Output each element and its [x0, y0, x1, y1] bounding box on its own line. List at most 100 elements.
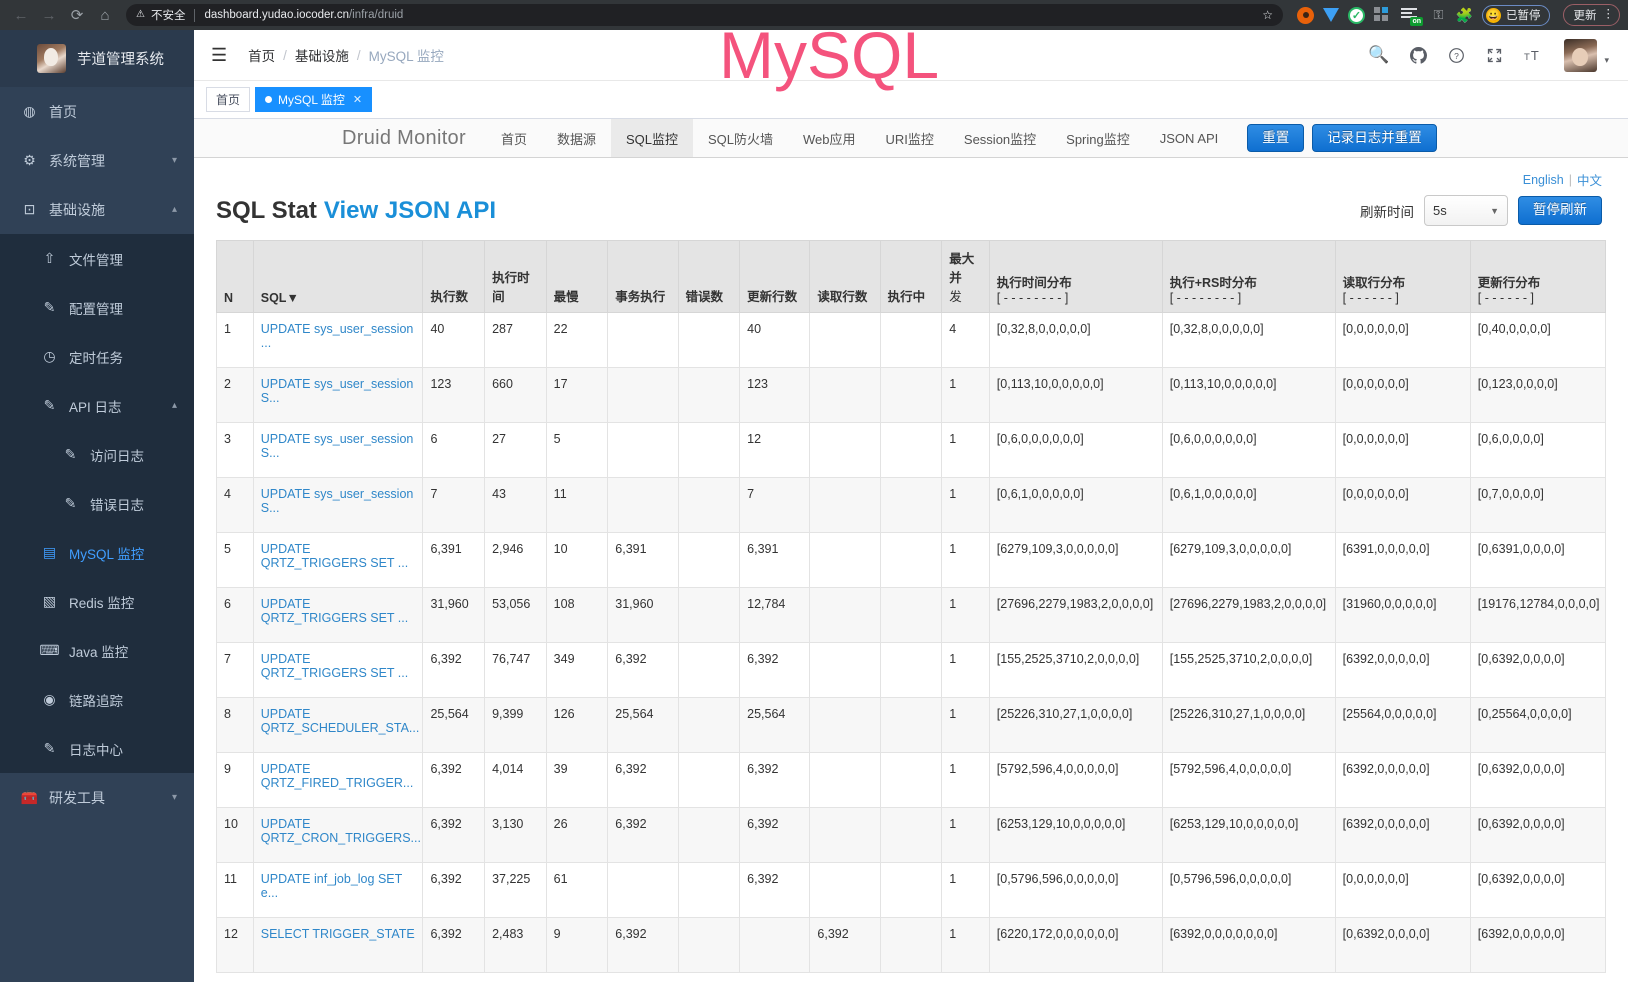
cell-sql-link[interactable]: UPDATE QRTZ_CRON_TRIGGERS... [252, 807, 424, 863]
sql-statement-link[interactable]: UPDATE QRTZ_TRIGGERS SET ... [260, 542, 409, 570]
druid-nav-json-api[interactable]: JSON API [1159, 130, 1219, 146]
col-running: 执行中 [879, 240, 943, 313]
chevron-down-icon[interactable]: ▾ [1604, 54, 1609, 65]
cell-sql-link[interactable]: SELECT TRIGGER_STATE [252, 917, 424, 973]
sidebar-item-system[interactable]: ⚙ 系统管理 ▾ [0, 136, 194, 185]
sql-statement-link[interactable]: UPDATE QRTZ_TRIGGERS SET ... [260, 652, 409, 680]
address-bar[interactable]: ⚠ 不安全 dashboard.yudao.iocoder.cn/infra/d… [126, 4, 1283, 26]
cell-sql-link[interactable]: UPDATE sys_user_session S... [252, 422, 424, 478]
view-json-api-link[interactable]: View JSON API [323, 196, 496, 224]
cell-sql-link[interactable]: UPDATE QRTZ_TRIGGERS SET ... [252, 532, 424, 588]
cell-tx-exec: 6,392 [607, 752, 679, 808]
avatar[interactable] [1564, 38, 1598, 72]
help-icon[interactable]: ? [1448, 47, 1465, 64]
sql-statement-link[interactable]: UPDATE QRTZ_TRIGGERS SET ... [260, 597, 409, 625]
breadcrumb-item-infra[interactable]: 基础设施 [294, 49, 349, 64]
druid-nav-spring-monitor[interactable]: Spring监控 [1066, 131, 1130, 147]
sql-statement-link[interactable]: UPDATE QRTZ_SCHEDULER_STA... [260, 707, 420, 735]
sidebar-brand[interactable]: 芋道管理系统 [0, 30, 194, 87]
refresh-controls: 刷新时间 5s ▼ 暂停刷新 [1360, 195, 1602, 226]
sql-statement-link[interactable]: UPDATE sys_user_session S... [260, 487, 414, 515]
close-icon[interactable]: ✕ [352, 94, 363, 106]
search-icon[interactable]: 🔍 [1368, 45, 1390, 64]
sidebar-item-java-monitor[interactable]: ⌨ Java 监控 [0, 626, 194, 675]
cell-row-index: 12 [216, 917, 254, 973]
hamburger-icon[interactable]: ☰ [211, 44, 227, 65]
cell-update-rows: 6,392 [739, 752, 811, 808]
cell-exec-rs-dist: [0,6,0,0,0,0,0,0] [1161, 422, 1336, 478]
reset-button[interactable]: 重置 [1247, 123, 1305, 153]
extension-grid-icon[interactable] [1374, 7, 1392, 23]
cell-sql-link[interactable]: UPDATE QRTZ_SCHEDULER_STA... [252, 697, 424, 753]
col-header-label: 读取行分布 [1342, 276, 1406, 290]
col-max-concurrent: 最大并发 [941, 240, 990, 313]
back-arrow-icon[interactable]: ← [13, 6, 29, 24]
home-icon[interactable]: ⌂ [100, 6, 110, 24]
cell-sql-link[interactable]: UPDATE sys_user_session S... [252, 477, 424, 533]
sidebar-item-mysql-monitor[interactable]: ▤ MySQL 监控 [0, 528, 194, 577]
fullscreen-icon[interactable] [1486, 47, 1503, 64]
lang-english-link[interactable]: English [1522, 172, 1564, 187]
cell-read-row-dist: [6392,0,0,0,0,0] [1334, 807, 1471, 863]
svg-text:T: T [1524, 51, 1530, 62]
druid-nav-uri-monitor[interactable]: URI监控 [885, 131, 934, 147]
reload-icon[interactable]: ⟳ [70, 7, 84, 24]
sql-statement-link[interactable]: UPDATE inf_job_log SET e... [260, 872, 403, 900]
sidebar-item-scheduled-task[interactable]: ◷ 定时任务 [0, 332, 194, 381]
extension-diamond-icon[interactable] [1323, 8, 1339, 22]
cell-update-rows: 123 [739, 367, 811, 423]
kebab-menu-icon[interactable]: ⋮ [1602, 8, 1615, 21]
sidebar-item-api-log[interactable]: ✎ API 日志 ▴ [0, 381, 194, 430]
sql-statement-link[interactable]: UPDATE sys_user_session S... [260, 377, 414, 405]
forward-arrow-icon[interactable]: → [41, 6, 57, 24]
extension-adblock-icon[interactable]: on [1401, 7, 1423, 26]
cell-sql-link[interactable]: UPDATE QRTZ_FIRED_TRIGGER... [252, 752, 424, 808]
extension-check-icon[interactable]: ✓ [1348, 6, 1365, 24]
cell-sql-link[interactable]: UPDATE sys_user_session S... [252, 367, 424, 423]
sql-statement-link[interactable]: SELECT TRIGGER_STATE [260, 927, 415, 941]
sql-statement-link[interactable]: UPDATE QRTZ_CRON_TRIGGERS... [260, 817, 421, 845]
sidebar-item-file-manage[interactable]: ⇧ 文件管理 [0, 234, 194, 283]
tab-home[interactable]: 首页 [206, 87, 251, 112]
druid-nav-home[interactable]: 首页 [500, 131, 527, 147]
sidebar-item-config-manage[interactable]: ✎ 配置管理 [0, 283, 194, 332]
lang-chinese-link[interactable]: 中文 [1576, 174, 1602, 188]
breadcrumb-item-home[interactable]: 首页 [248, 49, 276, 64]
cell-sql-link[interactable]: UPDATE inf_job_log SET e... [252, 862, 424, 918]
cell-sql-link[interactable]: UPDATE QRTZ_TRIGGERS SET ... [252, 642, 424, 698]
sql-statement-link[interactable]: UPDATE QRTZ_FIRED_TRIGGER... [260, 762, 414, 790]
tab-mysql-monitor[interactable]: MySQL 监控 ✕ [255, 87, 373, 112]
sidebar-item-error-log[interactable]: ✎ 错误日志 [0, 479, 194, 528]
sidebar-item-log-center[interactable]: ✎ 日志中心 [0, 724, 194, 773]
extension-key-icon[interactable]: ⚿ [1433, 7, 1444, 22]
sidebar-item-infra[interactable]: ⊡ 基础设施 ▴ [0, 185, 194, 234]
refresh-interval-select[interactable]: 5s ▼ [1424, 195, 1508, 226]
cell-sql-link[interactable]: UPDATE QRTZ_TRIGGERS SET ... [252, 587, 424, 643]
druid-nav-session-monitor[interactable]: Session监控 [963, 131, 1037, 147]
sidebar-item-dev-tools[interactable]: 🧰 研发工具 ▾ [0, 773, 194, 822]
extensions-puzzle-icon[interactable]: 🧩 [1455, 6, 1474, 23]
cell-sql-link[interactable]: UPDATE sys_user_session ... [252, 312, 424, 368]
update-button[interactable]: 更新 ⋮ [1562, 4, 1620, 26]
bookmark-star-icon[interactable]: ☆ [1262, 8, 1273, 22]
cell-exec-count: 6 [422, 422, 486, 478]
log-and-reset-button[interactable]: 记录日志并重置 [1312, 123, 1437, 153]
col-sql[interactable]: SQL▼ [252, 240, 424, 313]
sidebar-item-trace[interactable]: ◉ 链路追踪 [0, 675, 194, 724]
sidebar-item-home[interactable]: ◍ 首页 [0, 87, 194, 136]
sidebar-item-access-log[interactable]: ✎ 访问日志 [0, 430, 194, 479]
druid-nav-datasource[interactable]: 数据源 [556, 131, 596, 147]
cell-exec-rs-dist: [5792,596,4,0,0,0,0,0] [1161, 752, 1336, 808]
sql-statement-link[interactable]: UPDATE sys_user_session ... [260, 322, 414, 350]
extension-orange-icon[interactable] [1297, 6, 1314, 24]
profile-paused-button[interactable]: 😀 已暂停 [1482, 4, 1550, 26]
github-icon[interactable] [1410, 46, 1428, 64]
sql-statement-link[interactable]: UPDATE sys_user_session S... [260, 432, 414, 460]
druid-nav-web-app[interactable]: Web应用 [803, 131, 856, 147]
cell-error-count [677, 917, 741, 973]
pause-refresh-button[interactable]: 暂停刷新 [1518, 196, 1602, 225]
druid-nav-sql-monitor[interactable]: SQL监控 [610, 119, 693, 157]
druid-nav-sql-firewall[interactable]: SQL防火墙 [708, 131, 774, 147]
sidebar-item-redis-monitor[interactable]: ▧ Redis 监控 [0, 577, 194, 626]
